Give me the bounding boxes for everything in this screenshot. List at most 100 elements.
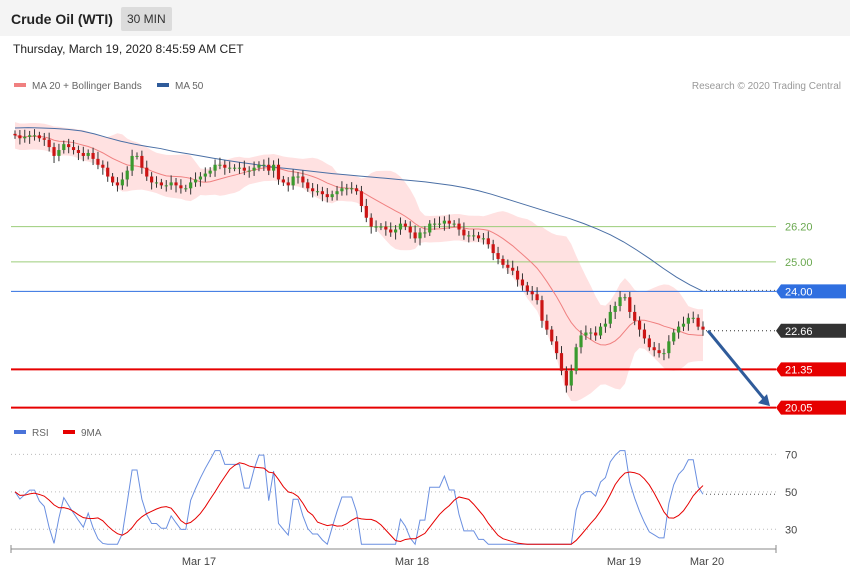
candle — [208, 167, 212, 178]
candle-body — [47, 139, 51, 148]
candle-body — [701, 326, 705, 330]
candle-body — [428, 223, 432, 233]
candle — [213, 159, 217, 177]
candle — [354, 184, 359, 195]
candle-body — [28, 135, 32, 137]
candle — [125, 166, 129, 187]
time-axis: Mar 17 Mar 18 Mar 19 Mar 20 — [10, 545, 777, 568]
legend-ma50: MA 50 — [157, 81, 203, 92]
candle — [511, 260, 515, 276]
price-levels — [11, 226, 776, 409]
candle-body — [189, 182, 193, 189]
candle-body — [125, 170, 129, 180]
candle — [501, 255, 505, 269]
candle — [189, 177, 193, 195]
legend-9ma: 9MA — [63, 428, 102, 439]
candle-body — [618, 297, 622, 307]
legend-rsi: RSI — [14, 428, 49, 439]
candle — [452, 220, 456, 228]
candle — [496, 246, 500, 265]
rsi-line — [14, 450, 704, 546]
candle — [384, 221, 388, 236]
candle — [106, 161, 110, 182]
candle-body — [13, 133, 17, 136]
candle-body — [52, 147, 56, 156]
candle-body — [657, 350, 661, 354]
candle-body — [286, 182, 290, 186]
ma50-line — [14, 127, 704, 292]
candle — [154, 176, 159, 188]
candle-body — [696, 317, 700, 327]
candle-body — [642, 329, 647, 339]
candle — [301, 170, 305, 188]
candle — [540, 295, 544, 328]
candle — [242, 160, 246, 176]
candle — [623, 293, 627, 301]
candle — [13, 130, 17, 139]
candle-body — [598, 326, 603, 336]
candle — [57, 143, 61, 162]
candle-body — [457, 223, 461, 230]
candle — [594, 326, 598, 341]
candle — [37, 131, 41, 142]
candle — [628, 291, 632, 319]
candle-body — [154, 182, 159, 184]
candle-body — [115, 182, 120, 186]
candle-body — [379, 226, 383, 228]
candle — [457, 218, 461, 236]
candle — [135, 152, 139, 160]
candle — [345, 183, 349, 196]
candle-body — [130, 155, 134, 171]
candle — [584, 325, 588, 340]
candle — [403, 220, 407, 231]
candle — [667, 335, 671, 359]
candle — [418, 228, 422, 246]
candle — [433, 218, 437, 230]
candle — [652, 341, 656, 357]
candle-body — [315, 191, 320, 193]
forecast-arrow-head — [758, 394, 770, 407]
candle-body — [628, 297, 632, 312]
candle-body — [276, 164, 281, 180]
candle — [423, 226, 427, 238]
candle-body — [423, 232, 427, 234]
candle — [598, 323, 603, 340]
candle — [613, 301, 617, 319]
candle — [281, 175, 285, 186]
candle-body — [145, 167, 149, 177]
candle — [364, 198, 368, 223]
candle-body — [232, 167, 237, 169]
candle — [701, 321, 705, 336]
candle — [32, 129, 37, 141]
candle — [164, 180, 168, 192]
candle — [145, 160, 149, 181]
candle — [642, 323, 647, 344]
candle-body — [62, 144, 66, 151]
candle — [184, 184, 188, 192]
candle — [486, 231, 490, 249]
candle — [447, 214, 451, 229]
candle — [120, 172, 124, 190]
legend-ma20-bollinger: MA 20 + Bollinger Bands — [14, 81, 142, 92]
candle — [179, 179, 183, 194]
candle — [291, 169, 295, 190]
candle-body — [550, 329, 554, 342]
candle — [579, 330, 583, 354]
candle-body — [110, 176, 115, 183]
candle-body — [106, 167, 110, 177]
candle — [76, 145, 81, 161]
candle-body — [686, 317, 690, 324]
candle — [389, 222, 393, 237]
candle-body — [291, 176, 295, 186]
candle-body — [81, 152, 85, 156]
candle — [481, 233, 486, 245]
candle-body — [369, 217, 373, 227]
candle-body — [91, 152, 95, 159]
candle-body — [603, 323, 608, 327]
candle-body — [174, 182, 178, 186]
interval-badge[interactable]: 30 MIN — [121, 7, 172, 31]
ma20-line — [14, 134, 703, 346]
candle — [71, 140, 76, 155]
candle — [608, 304, 612, 329]
